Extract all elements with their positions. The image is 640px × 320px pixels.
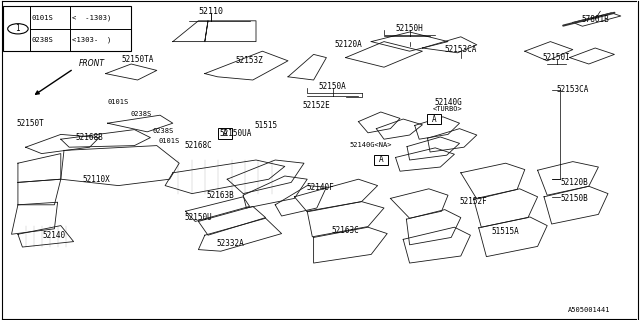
Text: 0238S: 0238S — [32, 37, 54, 43]
Text: 52150U: 52150U — [184, 213, 212, 222]
Text: 52150B: 52150B — [560, 194, 588, 203]
Text: 52168B: 52168B — [76, 133, 104, 142]
Bar — [218, 128, 232, 139]
Circle shape — [8, 24, 28, 34]
Text: 52140G: 52140G — [434, 98, 462, 107]
Text: A: A — [431, 115, 436, 124]
Text: 0101S: 0101S — [108, 100, 129, 105]
Bar — [3, 6, 131, 51]
Text: 0101S: 0101S — [32, 15, 54, 20]
Bar — [374, 155, 388, 165]
Text: 52150TA: 52150TA — [122, 55, 154, 64]
Text: 0101S: 0101S — [159, 138, 180, 144]
Text: A: A — [378, 156, 383, 164]
Text: 52153Z: 52153Z — [236, 56, 264, 65]
Text: 52150UA: 52150UA — [220, 129, 252, 138]
Text: 52110X: 52110X — [82, 175, 110, 184]
Text: 51515: 51515 — [255, 121, 278, 130]
Text: 52163C: 52163C — [332, 226, 360, 235]
Text: A: A — [223, 129, 228, 138]
Text: 52150H: 52150H — [396, 24, 424, 33]
Text: 52120A: 52120A — [335, 40, 363, 49]
Text: 0238S: 0238S — [152, 128, 174, 134]
Text: 52152F: 52152F — [460, 197, 488, 206]
Text: 52120B: 52120B — [560, 178, 588, 187]
Text: 52152E: 52152E — [303, 101, 331, 110]
Text: 52140: 52140 — [43, 231, 66, 240]
Text: 51515A: 51515A — [492, 227, 520, 236]
Text: 57801B: 57801B — [581, 15, 609, 24]
Text: <  -1303): < -1303) — [72, 14, 112, 21]
Text: <1303-  ): <1303- ) — [72, 37, 112, 43]
Text: A505001441: A505001441 — [568, 308, 610, 313]
Text: 52140F: 52140F — [306, 183, 334, 192]
Text: 0238S: 0238S — [130, 111, 152, 116]
Text: 52153CA: 52153CA — [557, 85, 589, 94]
Bar — [427, 114, 441, 124]
Text: 52168C: 52168C — [184, 141, 212, 150]
Text: FRONT: FRONT — [79, 59, 105, 68]
Text: <TURBO>: <TURBO> — [433, 106, 463, 112]
Text: 52150T: 52150T — [17, 119, 45, 128]
Text: 52332A: 52332A — [216, 239, 244, 248]
Text: 52110: 52110 — [198, 7, 224, 16]
Text: 52153CA: 52153CA — [445, 45, 477, 54]
Text: 52163B: 52163B — [207, 191, 235, 200]
Text: 1: 1 — [15, 24, 20, 33]
Text: 52150I: 52150I — [543, 53, 571, 62]
Text: 52140G<NA>: 52140G<NA> — [350, 142, 392, 148]
Text: 52150A: 52150A — [319, 82, 347, 91]
